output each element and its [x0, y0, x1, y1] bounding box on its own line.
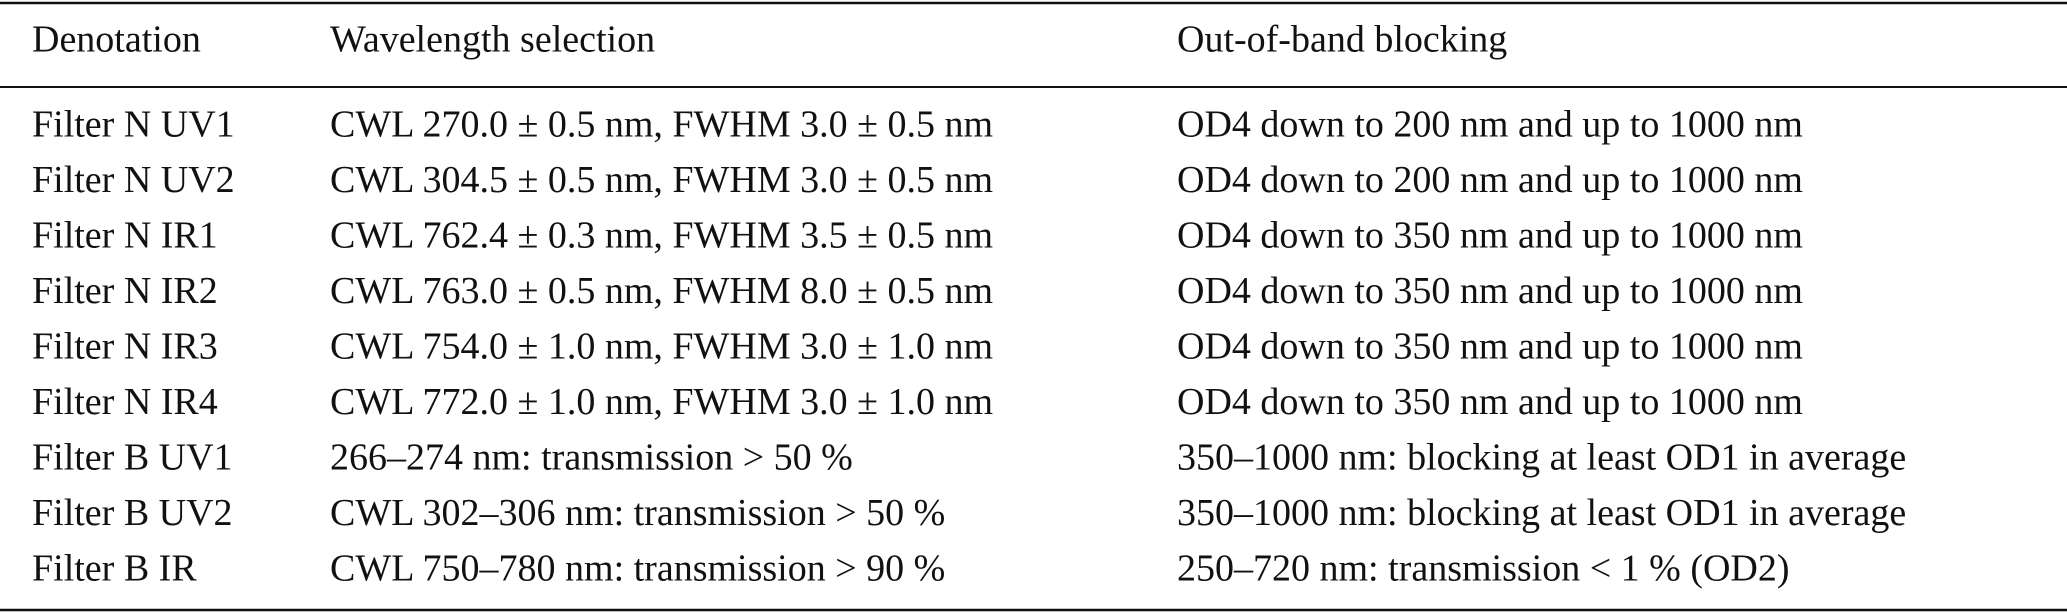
- cell: OD4 down to 200 nm and up to 1000 nm: [1177, 159, 1803, 201]
- cell: Filter B IR: [32, 548, 197, 590]
- cell: OD4 down to 350 nm and up to 1000 nm: [1177, 215, 1803, 257]
- cell: OD4 down to 350 nm and up to 1000 nm: [1177, 326, 1803, 368]
- cell: Filter B UV2: [32, 492, 233, 534]
- cell: 350–1000 nm: blocking at least OD1 in av…: [1177, 492, 1906, 534]
- cell: Filter B UV1: [32, 437, 233, 479]
- cell: CWL 304.5 ± 0.5 nm, FWHM 3.0 ± 0.5 nm: [330, 159, 993, 201]
- header-cell: Out-of-band blocking: [1177, 19, 1507, 61]
- cell: Filter N IR2: [32, 270, 218, 312]
- cell: CWL 302–306 nm: transmission > 50 %: [330, 492, 945, 534]
- cell: Filter N UV2: [32, 159, 235, 201]
- cell: OD4 down to 200 nm and up to 1000 nm: [1177, 104, 1803, 146]
- cell: OD4 down to 350 nm and up to 1000 nm: [1177, 270, 1803, 312]
- cell: CWL 763.0 ± 0.5 nm, FWHM 8.0 ± 0.5 nm: [330, 270, 993, 312]
- header-cell: Denotation: [32, 19, 201, 61]
- header-cell: Wavelength selection: [330, 19, 655, 61]
- cell: 350–1000 nm: blocking at least OD1 in av…: [1177, 437, 1906, 479]
- cell: 266–274 nm: transmission > 50 %: [330, 437, 853, 479]
- cell: CWL 754.0 ± 1.0 nm, FWHM 3.0 ± 1.0 nm: [330, 326, 993, 368]
- cell: Filter N IR4: [32, 381, 218, 423]
- cell: CWL 270.0 ± 0.5 nm, FWHM 3.0 ± 0.5 nm: [330, 104, 993, 146]
- cell: OD4 down to 350 nm and up to 1000 nm: [1177, 381, 1803, 423]
- cell: Filter N IR1: [32, 215, 218, 257]
- cell: Filter N UV1: [32, 104, 235, 146]
- cell: CWL 762.4 ± 0.3 nm, FWHM 3.5 ± 0.5 nm: [330, 215, 993, 257]
- cell: CWL 772.0 ± 1.0 nm, FWHM 3.0 ± 1.0 nm: [330, 381, 993, 423]
- cell: CWL 750–780 nm: transmission > 90 %: [330, 548, 945, 590]
- cell: Filter N IR3: [32, 326, 218, 368]
- cell: 250–720 nm: transmission < 1 % (OD2): [1177, 548, 1790, 590]
